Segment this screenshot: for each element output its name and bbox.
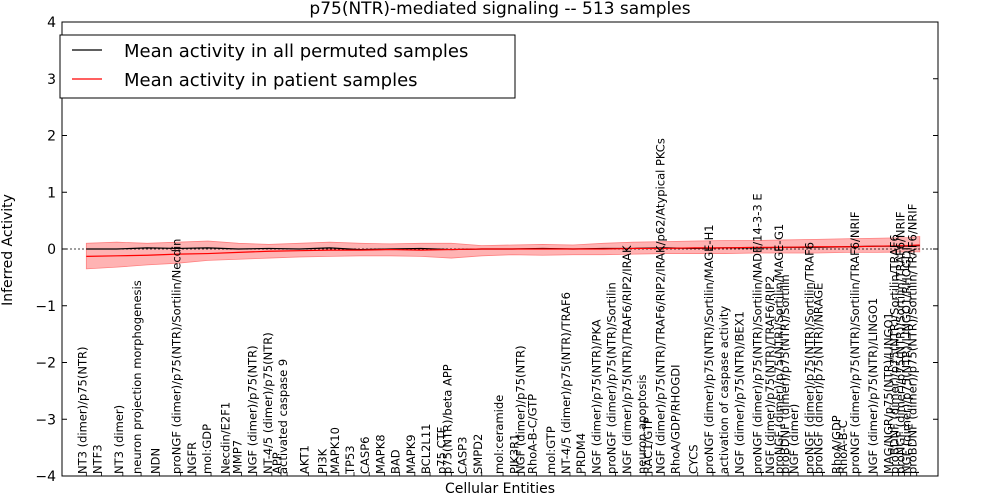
x-tick-label: MAG/NGR/p75(NTR)/LINGO1 (881, 312, 895, 474)
x-tick-label: proNGF (dimer)/p75(NTR)/Sortilin/MAGE-H1 (702, 224, 716, 474)
y-axis-label: Inferred Activity (0, 194, 16, 306)
x-tick-label: NGF (dimer)/p75(NTR)/BEX1 (732, 311, 746, 474)
x-tick-label: proBDNF (dimer)/p75(NTR)/Sortilin/TRAF6/… (906, 204, 920, 474)
x-tick-label: proNGF (dimer)/p75(NTR)/Sortilin/TRAF6/N… (848, 212, 862, 474)
x-tick-label: NT3 (dimer) (112, 405, 126, 474)
x-tick-label: proNGF (dimer)/p75(NTR)/Sortilin/TRAF6 (802, 242, 816, 474)
x-tick-label: p75 CTF (434, 427, 448, 474)
x-tick-label: proNGF (dimer)/p75(NTR)/Sortilin/MAGE-G1 (772, 224, 786, 474)
chart-title: p75(NTR)-mediated signaling -- 513 sampl… (309, 0, 690, 19)
x-tick-label: proNGF (dimer)/p75(NTR)/NRAGE (811, 283, 825, 474)
y-tick-label: 1 (47, 185, 56, 201)
x-tick-label: mol:GDP (200, 424, 214, 474)
x-tick-label: NGF (dimer)/p75(NTR)/TRAF6/RIP2/IRAK (620, 245, 634, 474)
x-tick-label: RhoA/GDP/RHOGDI (668, 365, 682, 474)
patient-band (85, 236, 921, 270)
legend-label-patient: Mean activity in patient samples (124, 70, 418, 91)
x-tick-label: activated caspase 9 (276, 359, 290, 474)
x-tick-label: NGF (dimer)/p75(NTR) (513, 345, 527, 474)
x-tick-label: SMPD2 (471, 434, 485, 474)
x-tick-label: NT3 (dimer)/p75(NTR) (75, 347, 89, 474)
x-tick-label: mol:GTP (544, 426, 558, 474)
y-axis: −4 −3 −2 −1 0 1 2 3 4 (35, 15, 938, 485)
legend-label-permuted: Mean activity in all permuted samples (124, 41, 468, 62)
x-tick-label: activation of caspase activity (717, 306, 731, 474)
x-tick-label: neuron projection morphogenesis (130, 280, 144, 474)
x-tick-label: NGF (dimer)/p75(NTR)/TRAF6/RIP2/IRAK/p62… (653, 138, 667, 474)
legend: Mean activity in all permuted samples Me… (59, 34, 516, 99)
x-tick-label: APP (270, 452, 284, 474)
y-tick-label: 0 (47, 242, 56, 258)
x-tick-label: RhoA-B-C (836, 420, 850, 474)
x-tick-label: p75(NTR)/beta APP (440, 364, 454, 474)
y-tick-label: 2 (47, 129, 56, 145)
x-tick-label: BCL2L11 (419, 424, 433, 474)
x-tick-label: NGF (dimer) (787, 404, 801, 474)
x-tick-label: NGF (dimer)/p75(NTR)/TRAF6/RIP2 (763, 276, 777, 474)
x-tick-label: NDN (148, 448, 162, 474)
x-tick-label: mol:ceramide (492, 395, 506, 474)
x-tick-label: proBDNF (dimer)/p75(NTR)/Sortilin/TRAF6 (887, 234, 901, 474)
y-tick-label: −3 (35, 412, 56, 428)
x-tick-label: proNGF (dimer)/p75(NTR)/Sortilin/Necdin (170, 239, 184, 474)
x-tick-label: PRDM4 (574, 433, 588, 474)
x-tick-label: MMP7 (230, 440, 244, 474)
x-tick-label: AKT1 (297, 445, 311, 474)
x-axis: NT3 (dimer)/p75(NTR) NTF3 NT3 (dimer) neuro… (75, 138, 920, 476)
x-tick-label: RAC1/GTP (641, 417, 655, 474)
x-tick-label: Necdin/E2F1 (218, 402, 232, 474)
x-tick-label: NGF (dimer)/p75(NTR)/LINGO1 (866, 298, 880, 474)
plot-area (62, 236, 938, 270)
x-tick-label: NGFR (185, 442, 199, 474)
x-tick-label: TP53 (343, 445, 357, 475)
x-tick-label: NGF (dimer)/p75(NTR) (246, 345, 260, 474)
legend-box (59, 34, 516, 99)
x-tick-label: proBDNF (dimer)/p75(NTR)/Sortilin (778, 274, 792, 474)
x-tick-label: PIK3R1 (507, 434, 521, 475)
x-tick-label: NT-4/5 (dimer)/p75(NTR)/TRAF6 (559, 292, 573, 474)
x-tick-label: proNGF (dimer)/p75(NTR)/Sortilin (605, 282, 619, 474)
x-tick-label: NT-4/5 (dimer)/p75(NTR) (261, 332, 275, 474)
x-tick-label: PI3K (316, 448, 330, 474)
x-tick-label: CYCS (687, 444, 701, 474)
x-tick-label: CASP6 (358, 437, 372, 474)
x-tick-label: proNGF (dimer)/p75(NTR)/Sortilin/TRAF6/N… (894, 212, 908, 474)
x-axis-label: Cellular Entities (445, 481, 555, 497)
y-tick-label: 4 (47, 15, 56, 31)
x-tick-label: RhoA/GDP (830, 415, 844, 474)
x-tick-label: MAPK10 (328, 427, 342, 474)
y-tick-label: 3 (47, 72, 56, 88)
x-tick-label: NGF (dimer)/p75(NTR)/LINGO1/RHOGDI (900, 247, 914, 474)
x-tick-label: BAD (389, 449, 403, 474)
x-tick-label: neuron apoptosis (635, 374, 649, 474)
x-tick-label: CASP3 (456, 437, 470, 474)
y-tick-label: −4 (35, 469, 56, 485)
x-tick-label: NTF3 (91, 444, 105, 474)
series-line-patient (86, 244, 920, 257)
x-tick-label: MAPK9 (404, 434, 418, 474)
y-tick-label: −1 (35, 299, 56, 315)
x-tick-label: RhoA-B-C/GTP (526, 394, 540, 474)
y-tick-label: −2 (35, 356, 56, 372)
x-tick-label: NGF (dimer)/p75(NTR)/PKA (589, 319, 603, 474)
x-tick-label: proNGF (dimer)/p75(NTR)/Sortilin/NADE/14… (751, 193, 765, 474)
x-tick-label: MAPK8 (373, 434, 387, 474)
